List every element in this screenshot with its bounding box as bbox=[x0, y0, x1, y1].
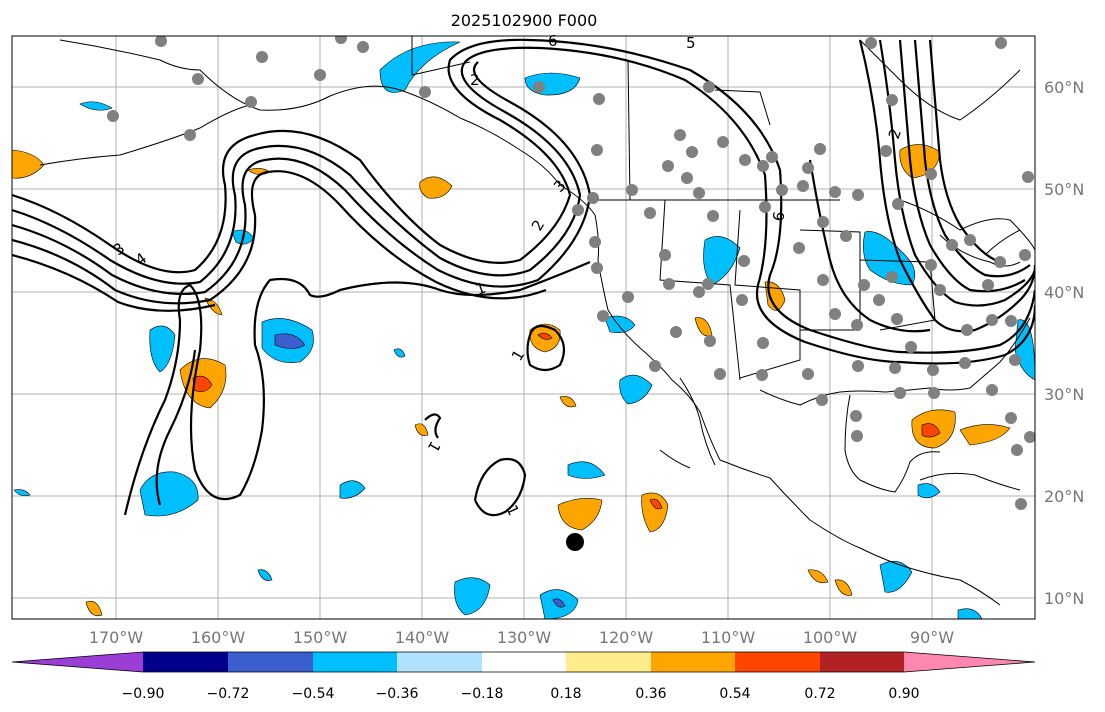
colorbar-tick-label: −0.18 bbox=[461, 686, 504, 702]
colorbar-tick-label: 0.18 bbox=[550, 686, 581, 702]
contour-label: 6 bbox=[548, 32, 558, 50]
colorbar-tick-label: −0.36 bbox=[376, 686, 419, 702]
contours bbox=[12, 38, 1035, 517]
colorbar-outline bbox=[11, 651, 1036, 673]
colorbar-tick-label: −0.54 bbox=[292, 686, 335, 702]
lon-label: 110°W bbox=[701, 628, 756, 647]
latitude-axis: 60°N 50°N 40°N 30°N 20°N 10°N bbox=[1044, 78, 1084, 608]
contour-label: 1 bbox=[502, 502, 522, 518]
colorbar bbox=[11, 651, 1036, 673]
contour-label: 2 bbox=[885, 126, 905, 141]
colorbar-segment bbox=[651, 652, 735, 672]
lon-label: 120°W bbox=[599, 628, 654, 647]
colorbar-tick-label: −0.90 bbox=[122, 686, 165, 702]
colorbar-segment bbox=[904, 652, 1035, 672]
colorbar-tick-label: −0.72 bbox=[207, 686, 250, 702]
colorbar-segment bbox=[566, 652, 651, 672]
lon-label: 90°W bbox=[910, 628, 954, 647]
colorbar-ticks: −0.90 −0.72 −0.54 −0.36 −0.18 0.18 0.36 … bbox=[122, 686, 920, 702]
colorbar-segment bbox=[820, 652, 904, 672]
contour-label: 3 bbox=[110, 239, 128, 259]
contour-label: 1 bbox=[508, 347, 528, 364]
lon-label: 170°W bbox=[89, 628, 144, 647]
colorbar-segment bbox=[397, 652, 482, 672]
lat-label: 50°N bbox=[1044, 180, 1084, 199]
contour-label: 2 bbox=[470, 71, 480, 89]
map-area bbox=[12, 36, 1035, 619]
lon-label: 130°W bbox=[497, 628, 552, 647]
colorbar-segment bbox=[735, 652, 820, 672]
colorbar-tick-label: 0.36 bbox=[635, 686, 666, 702]
lon-label: 100°W bbox=[803, 628, 858, 647]
lat-label: 40°N bbox=[1044, 283, 1084, 302]
colorbar-segment bbox=[228, 652, 313, 672]
station-markers bbox=[107, 36, 1035, 510]
contour-label: 6 bbox=[769, 210, 788, 223]
colorbar-tick-label: 0.72 bbox=[804, 686, 835, 702]
anomaly-shading bbox=[12, 41, 1035, 619]
colorbar-tick-label: 0.54 bbox=[719, 686, 750, 702]
lat-label: 20°N bbox=[1044, 487, 1084, 506]
storm-marker bbox=[566, 533, 584, 551]
lon-label: 140°W bbox=[395, 628, 450, 647]
colorbar-segment bbox=[143, 652, 228, 672]
contour-label: 5 bbox=[686, 34, 696, 52]
colorbar-tick-label: 0.90 bbox=[888, 686, 919, 702]
coastlines bbox=[39, 36, 1035, 606]
lat-label: 10°N bbox=[1044, 589, 1084, 608]
contour-label: 2 bbox=[528, 217, 548, 234]
lon-label: 160°W bbox=[191, 628, 246, 647]
lat-label: 30°N bbox=[1044, 385, 1084, 404]
contour-label: 1 bbox=[424, 438, 444, 455]
map-frame bbox=[11, 35, 1036, 620]
lon-label: 150°W bbox=[293, 628, 348, 647]
colorbar-segment bbox=[12, 652, 143, 672]
longitude-axis: 170°W 160°W 150°W 140°W 130°W 120°W 110°… bbox=[89, 628, 954, 647]
colorbar-segment bbox=[313, 652, 397, 672]
map-title: 2025102900 F000 bbox=[451, 11, 598, 30]
lat-label: 60°N bbox=[1044, 78, 1084, 97]
colorbar-segment bbox=[482, 652, 566, 672]
